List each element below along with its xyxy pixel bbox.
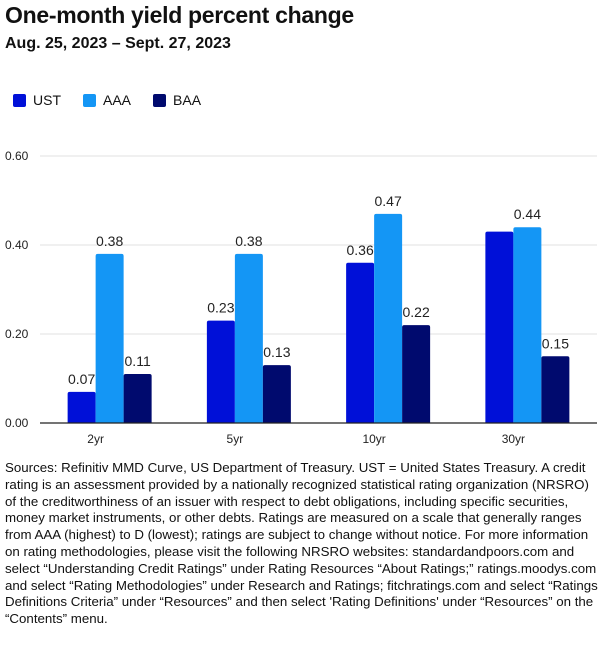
bar-aaa-30yr (513, 227, 542, 423)
y-tick-label: 0.20 (5, 327, 29, 341)
chart-title: One-month yield percent change (5, 2, 354, 28)
y-tick-label: 0.40 (5, 238, 29, 252)
x-tick-label: 2yr (87, 432, 104, 446)
data-label: 0.13 (263, 344, 290, 360)
legend-swatch-baa (153, 93, 167, 107)
legend: UST AAA BAA (13, 92, 201, 108)
bar-ust-2yr (67, 391, 96, 423)
data-label: 0.07 (68, 371, 95, 387)
data-label: 0.36 (347, 242, 374, 258)
data-label: 0.47 (375, 193, 402, 209)
data-label: 0.38 (235, 233, 262, 249)
x-tick-label: 5yr (227, 432, 244, 446)
source-notes: Sources: Refinitiv MMD Curve, US Departm… (5, 460, 598, 627)
legend-swatch-aaa (83, 93, 96, 107)
bar-baa-2yr (123, 374, 152, 423)
data-label: 0.44 (514, 206, 541, 222)
data-label: 0.38 (96, 233, 123, 249)
y-tick-label: 0.00 (5, 416, 29, 430)
legend-item-aaa: AAA (83, 92, 131, 108)
x-tick-label: 10yr (362, 432, 385, 446)
bar-ust-5yr (206, 320, 235, 423)
data-label: 0.23 (207, 300, 234, 316)
legend-item-baa: BAA (153, 92, 201, 108)
bar-baa-5yr (262, 365, 291, 423)
bar-ust-30yr (485, 231, 514, 423)
data-label: 0.22 (403, 304, 430, 320)
bar-chart: 0.00 0.20 0.40 0.60 0.07 0.38 0.11 2yr 0.23 0.38 0… (5, 149, 597, 446)
data-label: 0.15 (542, 335, 569, 351)
legend-label-aaa: AAA (103, 92, 132, 108)
legend-swatch-ust (13, 93, 26, 107)
x-tick-label: 30yr (502, 432, 525, 446)
bar-baa-30yr (541, 356, 570, 423)
legend-item-ust: UST (13, 92, 61, 108)
bar-ust-10yr (346, 262, 375, 423)
bar-baa-10yr (402, 325, 431, 423)
legend-label-baa: BAA (173, 92, 202, 108)
bar-aaa-2yr (95, 253, 124, 423)
chart-subtitle: Aug. 25, 2023 – Sept. 27, 2023 (5, 35, 231, 52)
bar-aaa-5yr (234, 253, 263, 423)
bar-aaa-10yr (374, 213, 403, 423)
y-tick-label: 0.60 (5, 149, 29, 163)
data-label: 0.11 (125, 353, 151, 369)
legend-label-ust: UST (33, 92, 61, 108)
